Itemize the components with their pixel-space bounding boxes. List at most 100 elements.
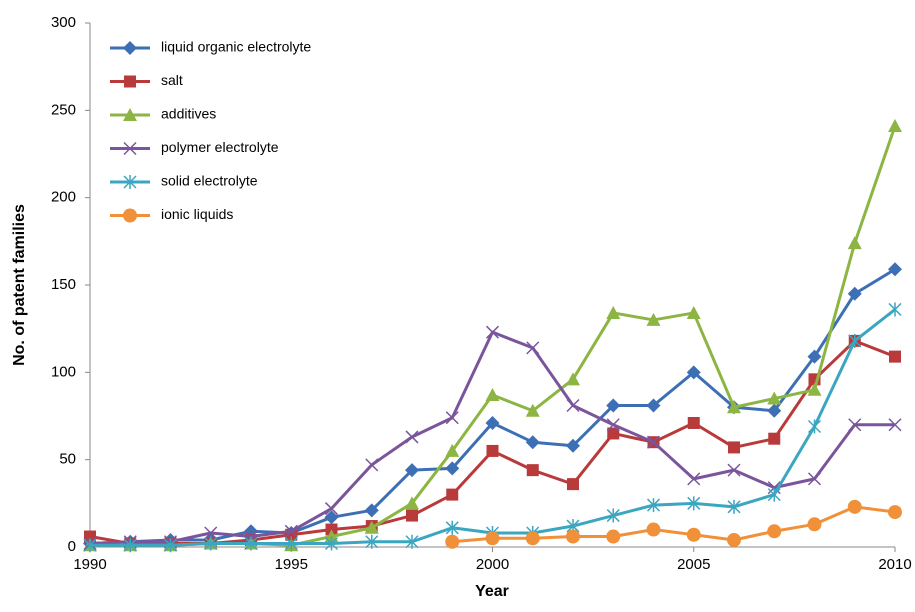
marker bbox=[807, 382, 822, 396]
marker bbox=[847, 286, 862, 301]
marker bbox=[646, 498, 661, 513]
marker bbox=[807, 472, 822, 486]
marker bbox=[526, 464, 539, 477]
marker bbox=[848, 333, 862, 348]
y-tick-label: 200 bbox=[51, 189, 76, 206]
marker bbox=[567, 478, 579, 491]
marker bbox=[123, 175, 137, 189]
marker bbox=[406, 509, 418, 522]
marker bbox=[525, 531, 540, 546]
y-axis-label: No. of patent families bbox=[11, 204, 28, 366]
marker bbox=[324, 502, 339, 516]
marker bbox=[606, 529, 621, 544]
marker bbox=[244, 536, 258, 551]
marker bbox=[646, 312, 661, 326]
series-line bbox=[452, 505, 896, 544]
marker bbox=[204, 526, 218, 540]
marker bbox=[607, 427, 620, 440]
marker bbox=[687, 472, 701, 486]
marker bbox=[324, 510, 339, 525]
marker bbox=[566, 438, 580, 453]
marker bbox=[83, 538, 97, 553]
marker bbox=[687, 416, 700, 429]
marker bbox=[445, 520, 459, 535]
marker bbox=[124, 75, 136, 88]
x-tick-label: 1995 bbox=[275, 556, 308, 573]
marker bbox=[646, 522, 661, 537]
marker bbox=[767, 403, 782, 418]
marker bbox=[888, 418, 902, 432]
y-tick-label: 250 bbox=[51, 101, 76, 118]
marker bbox=[768, 432, 781, 445]
x-axis-label: Year bbox=[475, 583, 509, 600]
marker bbox=[566, 529, 580, 544]
marker bbox=[123, 538, 137, 553]
marker bbox=[606, 508, 620, 523]
marker bbox=[445, 534, 460, 549]
marker bbox=[163, 538, 178, 553]
marker bbox=[728, 441, 740, 454]
marker bbox=[284, 536, 298, 551]
y-tick-label: 300 bbox=[51, 14, 76, 31]
marker bbox=[807, 517, 822, 532]
marker bbox=[888, 119, 902, 133]
legend-label: solid electrolyte bbox=[161, 173, 258, 189]
marker bbox=[807, 349, 822, 364]
marker bbox=[526, 341, 540, 355]
marker bbox=[727, 400, 741, 414]
x-tick-label: 1990 bbox=[73, 556, 106, 573]
marker bbox=[123, 141, 137, 156]
marker bbox=[485, 531, 500, 546]
marker bbox=[446, 488, 459, 501]
marker bbox=[847, 236, 862, 250]
marker bbox=[686, 365, 701, 380]
y-tick-label: 100 bbox=[51, 363, 76, 380]
marker bbox=[405, 463, 419, 478]
marker bbox=[646, 435, 661, 449]
y-tick-label: 150 bbox=[51, 276, 76, 293]
marker bbox=[204, 536, 218, 551]
marker bbox=[606, 418, 620, 432]
marker bbox=[405, 496, 419, 510]
marker bbox=[485, 388, 500, 402]
marker bbox=[324, 536, 339, 551]
marker bbox=[767, 487, 781, 502]
marker bbox=[365, 534, 379, 549]
marker bbox=[888, 262, 902, 277]
marker bbox=[365, 458, 379, 472]
marker bbox=[123, 41, 137, 55]
marker bbox=[364, 503, 379, 518]
marker bbox=[888, 505, 902, 520]
marker bbox=[123, 208, 137, 223]
marker bbox=[405, 534, 419, 549]
legend-label: additives bbox=[161, 106, 216, 122]
marker bbox=[486, 444, 499, 457]
marker bbox=[807, 419, 822, 434]
marker bbox=[727, 533, 741, 548]
marker bbox=[445, 461, 460, 476]
marker bbox=[888, 302, 902, 317]
marker bbox=[606, 398, 621, 413]
marker bbox=[485, 415, 500, 430]
marker bbox=[364, 520, 379, 534]
marker bbox=[848, 418, 862, 432]
marker bbox=[686, 527, 701, 542]
marker bbox=[606, 305, 621, 319]
marker bbox=[566, 372, 580, 386]
legend-label: salt bbox=[161, 72, 183, 88]
marker bbox=[727, 499, 741, 514]
marker bbox=[889, 350, 901, 363]
marker bbox=[485, 325, 500, 339]
y-tick-label: 0 bbox=[68, 538, 76, 555]
marker bbox=[687, 496, 701, 511]
marker bbox=[123, 108, 137, 121]
y-tick-label: 50 bbox=[59, 451, 76, 468]
legend-label: ionic liquids bbox=[161, 206, 233, 222]
marker bbox=[767, 524, 782, 539]
marker bbox=[525, 403, 540, 417]
legend-label: liquid organic electrolyte bbox=[161, 39, 311, 55]
marker bbox=[646, 398, 661, 413]
marker bbox=[445, 443, 460, 457]
marker bbox=[727, 463, 741, 477]
